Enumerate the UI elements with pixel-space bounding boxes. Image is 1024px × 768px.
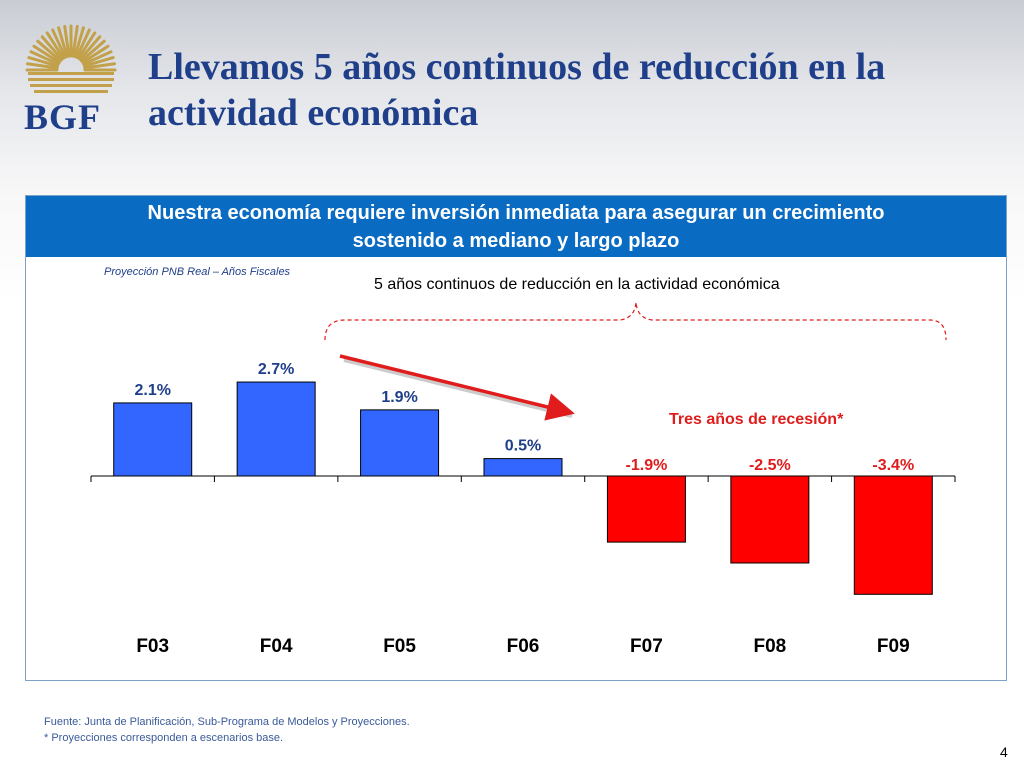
data-label-f08: -2.5% xyxy=(749,457,791,474)
bar-f03 xyxy=(113,402,193,477)
source-note: Fuente: Junta de Planificación, Sub-Prog… xyxy=(44,714,410,746)
bar-f09 xyxy=(853,475,933,595)
data-label-f07: -1.9% xyxy=(626,457,668,474)
x-tick-label-f08: F08 xyxy=(753,636,786,657)
x-tick-label-f07: F07 xyxy=(630,636,663,657)
recession-annotation: Tres años de recesión* xyxy=(669,411,844,428)
x-tick-label-f06: F06 xyxy=(507,636,540,657)
bar-f06 xyxy=(483,458,563,477)
bgf-sunburst-logo-icon xyxy=(25,24,117,93)
banner-line-2: sostenido a mediano y largo plazo xyxy=(352,230,680,252)
banner-line-1: Nuestra economía requiere inversión inme… xyxy=(147,202,885,224)
x-tick-label-f04: F04 xyxy=(260,636,293,657)
source-text: Fuente: Junta de Planificación, Sub-Prog… xyxy=(44,716,410,728)
data-label-f06: 0.5% xyxy=(505,438,541,455)
data-label-f05: 1.9% xyxy=(381,389,417,406)
data-label-f03: 2.1% xyxy=(134,382,170,399)
bar-f04 xyxy=(236,381,316,477)
bar-f05 xyxy=(360,409,440,477)
data-label-f04: 2.7% xyxy=(258,361,294,378)
bar-f07 xyxy=(606,475,686,543)
trend-arrow xyxy=(339,354,575,421)
slide-title: Llevamos 5 años continuos de reducción e… xyxy=(148,46,886,134)
data-label-f09: -3.4% xyxy=(872,457,914,474)
x-tick-label-f05: F05 xyxy=(383,636,416,657)
projection-note: * Proyecciones corresponden a escenarios… xyxy=(44,732,284,744)
trend-arrow-shadow xyxy=(343,358,573,418)
logo-text: BGF xyxy=(24,97,102,137)
page-number: 4 xyxy=(1000,744,1008,760)
x-tick-label-f09: F09 xyxy=(877,636,910,657)
chart-title: 5 años continuos de reducción en la acti… xyxy=(374,276,780,293)
chart-subtitle: Proyección PNB Real – Años Fiscales xyxy=(104,266,291,278)
decline-brace xyxy=(324,301,947,341)
x-tick-label-f03: F03 xyxy=(136,636,169,657)
bar-f08 xyxy=(730,475,810,564)
banner: Nuestra economía requiere inversión inme… xyxy=(26,196,1006,257)
